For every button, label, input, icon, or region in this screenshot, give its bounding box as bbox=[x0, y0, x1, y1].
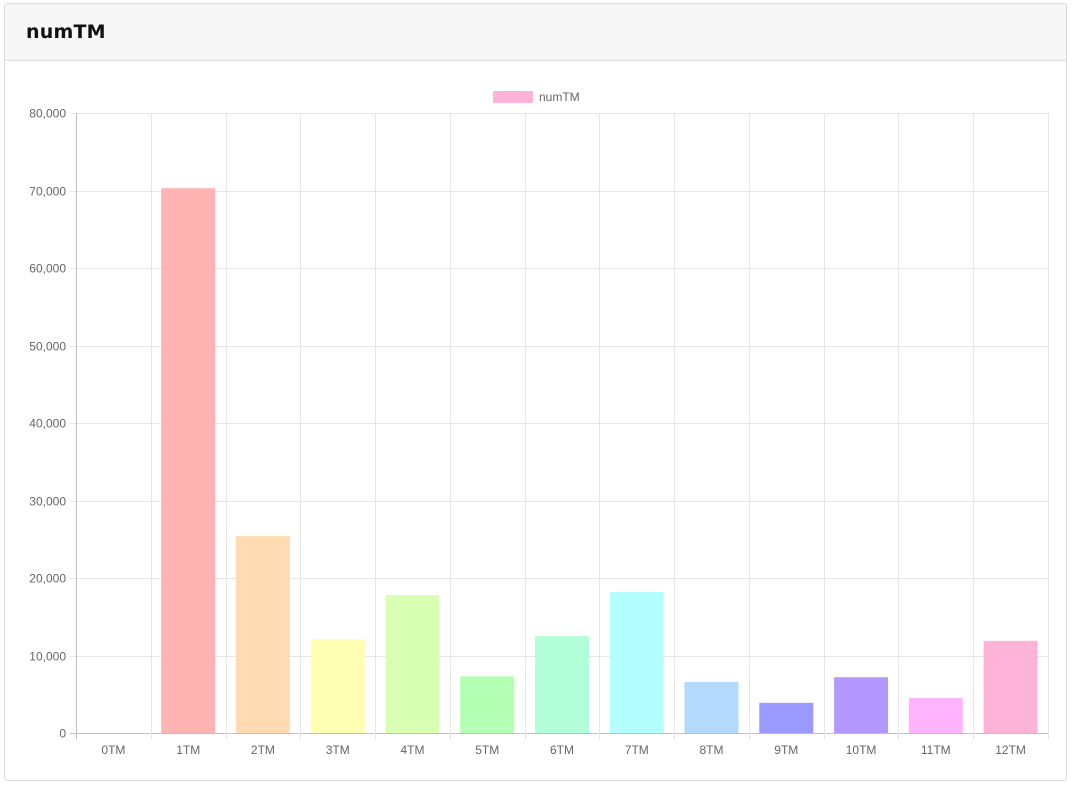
bar-11TM bbox=[908, 698, 963, 733]
x-tick-label: 2TM bbox=[251, 743, 275, 757]
bar-4TM bbox=[385, 595, 440, 733]
x-tick-label: 12TM bbox=[995, 743, 1026, 757]
card-header: numTM bbox=[5, 4, 1066, 61]
chart-card: numTM 0 10,000 20,000 30,000 40,000 50,000 60,… bbox=[4, 3, 1067, 781]
card-title: numTM bbox=[26, 21, 106, 43]
bar-1TM bbox=[161, 188, 216, 733]
legend-label: numTM bbox=[539, 90, 580, 104]
y-tick-label: 10,000 bbox=[29, 650, 66, 664]
y-tick-label: 30,000 bbox=[29, 495, 66, 509]
bar-6TM bbox=[535, 636, 589, 733]
y-tick-label: 60,000 bbox=[29, 262, 66, 276]
bar-12TM bbox=[983, 640, 1038, 733]
bar-5TM bbox=[460, 676, 515, 733]
bar-2TM bbox=[235, 536, 290, 733]
bar-3TM bbox=[310, 639, 365, 733]
y-tick-label: 50,000 bbox=[29, 340, 66, 354]
x-tick-label: 8TM bbox=[700, 743, 724, 757]
bar-chart: 0 10,000 20,000 30,000 40,000 50,000 60,000 70,… bbox=[29, 90, 1049, 757]
x-tick-label: 9TM bbox=[774, 743, 798, 757]
x-tick-label: 10TM bbox=[846, 743, 877, 757]
bar-9TM bbox=[759, 702, 814, 733]
x-tick-label: 11TM bbox=[921, 743, 951, 757]
x-tick-label: 3TM bbox=[326, 743, 350, 757]
legend-swatch bbox=[493, 91, 533, 103]
x-tick-label: 4TM bbox=[401, 743, 425, 757]
y-tick-label: 40,000 bbox=[29, 417, 66, 431]
bar-10TM bbox=[834, 677, 889, 733]
x-tick-label: 6TM bbox=[550, 743, 574, 757]
x-tick-label: 1TM bbox=[176, 743, 200, 757]
y-tick-label: 20,000 bbox=[29, 572, 66, 586]
y-tick-label: 70,000 bbox=[29, 185, 66, 199]
x-tick-label: 5TM bbox=[475, 743, 499, 757]
y-tick-label: 80,000 bbox=[29, 107, 66, 121]
x-tick-label: 0TM bbox=[101, 743, 125, 757]
bar-8TM bbox=[684, 681, 739, 733]
bar-7TM bbox=[609, 592, 664, 733]
y-tick-label: 0 bbox=[59, 727, 66, 741]
x-tick-label: 7TM bbox=[625, 743, 649, 757]
